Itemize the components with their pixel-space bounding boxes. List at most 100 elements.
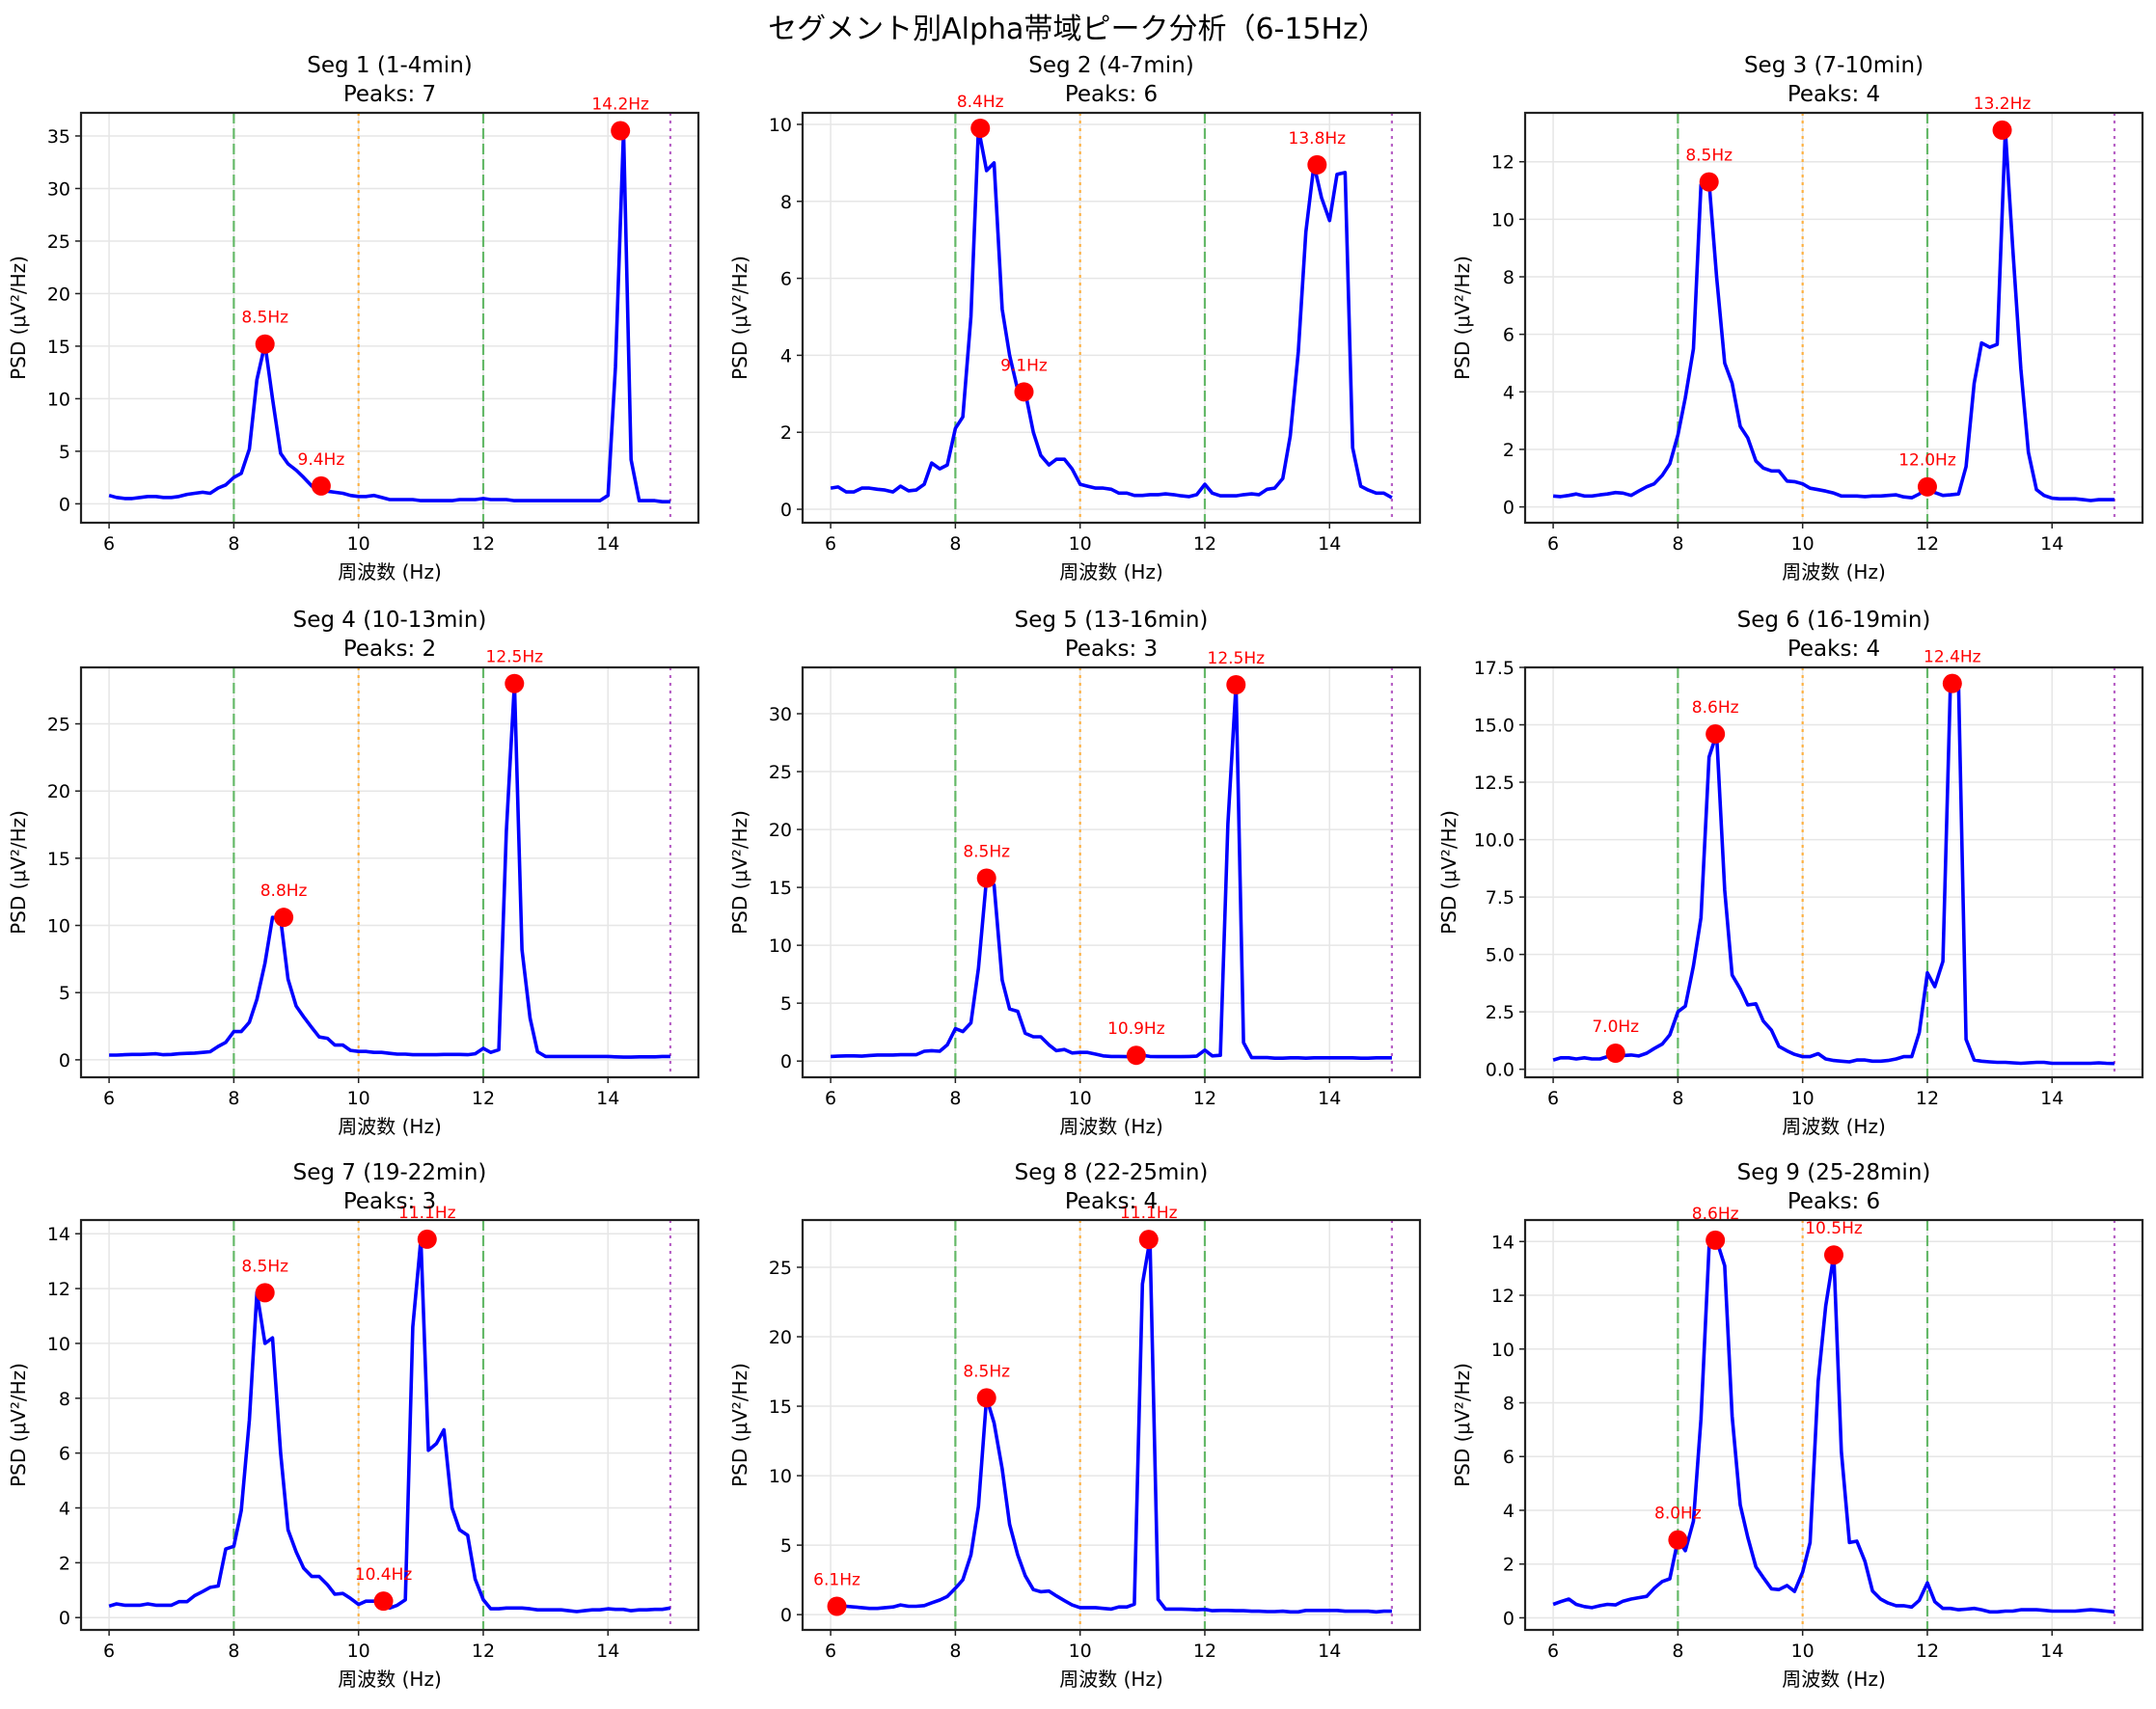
y-tick-label: 20 <box>769 1327 792 1348</box>
y-tick-label: 4 <box>780 345 792 366</box>
y-tick-label: 0 <box>1503 498 1515 519</box>
y-tick-label: 10 <box>769 115 792 136</box>
y-tick-label: 17.5 <box>1474 658 1515 679</box>
subplot-title: Seg 2 (4-7min) <box>1028 53 1194 78</box>
y-tick-label: 2.5 <box>1486 1002 1515 1023</box>
y-axis-label: PSD (μV²/Hz) <box>7 256 30 380</box>
y-tick-label: 30 <box>47 178 70 200</box>
x-tick-label: 14 <box>1318 1641 1341 1662</box>
y-tick-label: 12.5 <box>1474 773 1515 794</box>
subplot-peak-count: Peaks: 4 <box>1788 82 1880 107</box>
subplot-peak-count: Peaks: 6 <box>1788 1189 1880 1214</box>
subplot-seg-1: 8.5Hz 9.4Hz 14.2Hz 6 8 10 12 14 0 5 10 15 20 25 30 35 周波… <box>7 53 700 583</box>
y-axis-label: PSD (μV²/Hz) <box>1451 256 1474 380</box>
peak-label: 14.2Hz <box>591 95 649 115</box>
x-tick-label: 14 <box>2040 1641 2063 1662</box>
y-tick-label: 25 <box>47 231 70 253</box>
x-tick-label: 6 <box>825 533 836 555</box>
y-tick-label: 2 <box>1503 1555 1515 1576</box>
y-tick-label: 12 <box>47 1279 70 1300</box>
y-tick-label: 0 <box>780 500 792 521</box>
peak-marker <box>970 118 991 138</box>
y-tick-label: 10 <box>769 936 792 957</box>
peak-marker <box>1307 154 1327 175</box>
y-axis-label: PSD (μV²/Hz) <box>728 1363 751 1487</box>
peak-label: 10.9Hz <box>1107 1019 1165 1039</box>
y-tick-label: 10 <box>47 916 70 937</box>
y-tick-label: 12 <box>1491 152 1515 174</box>
peak-label: 13.2Hz <box>1974 95 2032 114</box>
x-tick-label: 8 <box>1672 1641 1683 1662</box>
peak-label: 6.1Hz <box>813 1571 860 1590</box>
subplot-peak-count: Peaks: 4 <box>1788 637 1880 662</box>
x-axis-label: 周波数 (Hz) <box>338 1115 442 1138</box>
peak-marker <box>1138 1230 1159 1250</box>
peak-label: 13.8Hz <box>1289 129 1347 149</box>
x-tick-label: 12 <box>1916 533 1939 555</box>
peak-label: 8.5Hz <box>1685 147 1733 166</box>
peak-marker <box>373 1591 394 1612</box>
y-tick-label: 10.0 <box>1474 830 1515 852</box>
x-tick-label: 10 <box>347 1088 370 1109</box>
peak-label: 11.1Hz <box>398 1204 456 1223</box>
x-tick-label: 6 <box>103 1641 115 1662</box>
subplot-peak-count: Peaks: 7 <box>343 82 436 107</box>
peak-marker <box>1668 1530 1688 1550</box>
x-tick-label: 14 <box>596 1641 619 1662</box>
x-axis-label: 周波数 (Hz) <box>1782 1668 1886 1691</box>
y-tick-label: 2 <box>59 1553 70 1574</box>
y-tick-label: 0 <box>59 1050 70 1072</box>
subplot-title: Seg 3 (7-10min) <box>1744 53 1924 78</box>
x-tick-label: 6 <box>1547 1641 1559 1662</box>
y-tick-label: 12 <box>1491 1286 1515 1307</box>
y-tick-label: 4 <box>1503 1501 1515 1522</box>
axes-frame <box>801 111 1422 525</box>
x-axis-label: 周波数 (Hz) <box>1782 560 1886 583</box>
peak-label: 12.4Hz <box>1924 648 1981 667</box>
x-axis-label: 周波数 (Hz) <box>338 560 442 583</box>
y-tick-label: 35 <box>47 126 70 148</box>
psd-line <box>108 128 670 504</box>
peak-label: 9.4Hz <box>298 450 345 470</box>
x-tick-label: 8 <box>1672 1088 1683 1109</box>
y-tick-label: 25 <box>769 1258 792 1279</box>
y-tick-label: 10 <box>1491 1340 1515 1361</box>
y-axis-label: PSD (μV²/Hz) <box>1451 1363 1474 1487</box>
y-tick-label: 15 <box>769 1397 792 1418</box>
y-tick-label: 6 <box>59 1444 70 1465</box>
subplot-title: Seg 4 (10-13min) <box>293 608 487 633</box>
peak-label: 8.5Hz <box>241 1257 288 1276</box>
y-tick-label: 5 <box>59 442 70 463</box>
y-tick-label: 20 <box>769 820 792 841</box>
peak-marker <box>255 334 275 354</box>
peak-label: 9.1Hz <box>1000 356 1048 375</box>
peak-marker <box>976 868 996 888</box>
subplot-title: Seg 5 (13-16min) <box>1015 608 1209 633</box>
y-tick-label: 8 <box>59 1389 70 1410</box>
y-axis-label: PSD (μV²/Hz) <box>1437 810 1460 935</box>
y-tick-label: 6 <box>1503 325 1515 346</box>
x-tick-label: 12 <box>1193 1641 1216 1662</box>
x-tick-label: 8 <box>949 1088 961 1109</box>
y-tick-label: 7.5 <box>1486 887 1515 909</box>
y-tick-label: 6 <box>780 269 792 290</box>
subplot-peak-count: Peaks: 2 <box>343 637 436 662</box>
y-tick-label: 5 <box>780 993 792 1015</box>
x-axis-label: 周波数 (Hz) <box>1059 560 1163 583</box>
subplot-seg-4: 8.8Hz 12.5Hz 6 8 10 12 14 0 5 10 15 20 25 周波数 (Hz) PSD… <box>7 608 700 1138</box>
y-axis-label: PSD (μV²/Hz) <box>7 810 30 935</box>
subplot-seg-5: 8.5Hz 10.9Hz 12.5Hz 6 8 10 12 14 0 5 10 15 20 25 30 周波数… <box>728 608 1422 1138</box>
psd-line <box>109 681 670 1059</box>
peak-marker <box>274 908 294 928</box>
y-tick-label: 2 <box>1503 440 1515 461</box>
peak-marker <box>1942 673 1962 693</box>
x-axis-label: 周波数 (Hz) <box>1059 1115 1163 1138</box>
y-tick-label: 0 <box>780 1051 792 1072</box>
x-tick-label: 8 <box>949 1641 961 1662</box>
y-tick-label: 5 <box>59 983 70 1004</box>
peak-marker <box>505 673 525 693</box>
y-tick-label: 30 <box>769 704 792 725</box>
y-tick-label: 8 <box>780 192 792 213</box>
axes-frame <box>801 665 1422 1079</box>
x-tick-label: 14 <box>596 533 619 555</box>
